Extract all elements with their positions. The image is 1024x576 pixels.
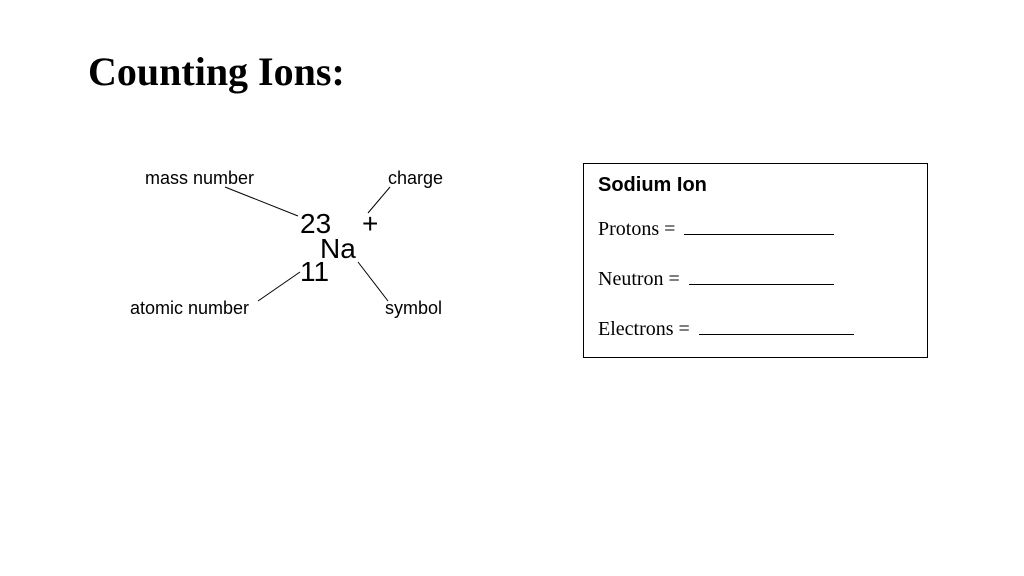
info-box-title: Sodium Ion (598, 174, 913, 197)
info-row: Electrons = (598, 315, 913, 341)
label-mass-number: mass number (145, 168, 254, 189)
notation-charge: + (362, 208, 378, 240)
notation-diagram: mass number charge atomic number symbol … (130, 160, 500, 360)
info-box: Sodium Ion Protons = Neutron = Electrons… (583, 163, 928, 358)
blank-line (699, 315, 854, 335)
blank-line (684, 215, 834, 235)
info-row-label: Electrons = (598, 318, 690, 340)
info-row-label: Neutron = (598, 268, 680, 290)
page-title: Counting Ions: (88, 48, 345, 95)
info-row-label: Protons = (598, 218, 675, 240)
blank-line (689, 265, 834, 285)
label-symbol: symbol (385, 298, 442, 319)
notation-atomic: 11 (300, 256, 329, 288)
info-row: Neutron = (598, 265, 913, 291)
label-atomic-number: atomic number (130, 298, 249, 319)
label-charge: charge (388, 168, 443, 189)
info-row: Protons = (598, 215, 913, 241)
